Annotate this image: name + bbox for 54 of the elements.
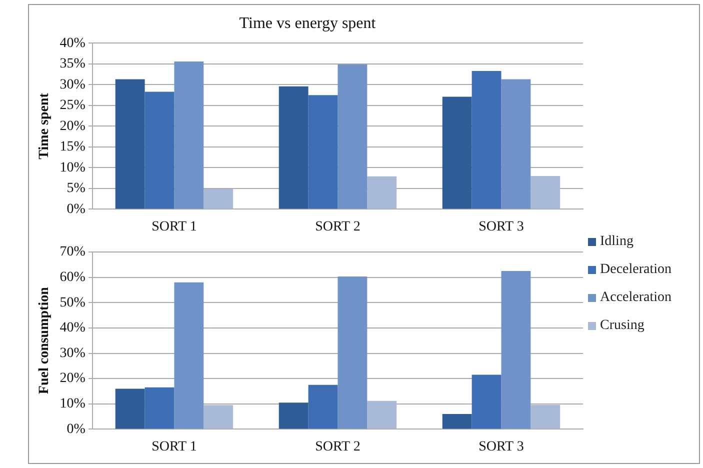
y-tick-label: 70% <box>60 244 86 260</box>
y-tick-label: 20% <box>60 371 86 386</box>
bar <box>204 188 234 209</box>
y-tick-label: 10% <box>60 396 86 412</box>
y-tick-label: 40% <box>60 320 86 336</box>
legend-label: Deceleration <box>600 262 672 278</box>
y-tick-label: 20% <box>60 118 86 134</box>
y-tick-label: 5% <box>66 181 86 196</box>
bar <box>278 402 308 429</box>
bar <box>278 86 308 209</box>
y-tick-label: 15% <box>60 140 86 155</box>
x-tick-label: SORT 2 <box>315 219 360 234</box>
x-tick-label: SORT 3 <box>478 439 524 454</box>
legend-label: Idling <box>600 234 634 250</box>
bar <box>308 95 338 209</box>
y-tick-label: 30% <box>60 77 86 92</box>
bar <box>174 61 204 209</box>
y-tick-label: 35% <box>60 56 86 72</box>
y-tick-label: 0% <box>66 422 86 437</box>
y-tick-label: 25% <box>60 98 86 114</box>
bar <box>144 92 174 209</box>
bar <box>308 384 338 429</box>
y-tick-label: 50% <box>60 295 86 310</box>
bar <box>501 270 531 429</box>
legend-label: Acceleration <box>600 290 672 306</box>
bar <box>338 276 368 429</box>
x-tick-label: SORT 3 <box>478 219 524 234</box>
bar <box>174 282 204 429</box>
y-tick-label: 0% <box>66 202 86 217</box>
y-axis-title: Fuel consumption <box>37 286 52 394</box>
y-axis-title: Time spent <box>37 92 52 160</box>
bar <box>442 414 472 429</box>
x-tick-label: SORT 1 <box>152 219 197 234</box>
y-tick-label: 10% <box>60 160 86 176</box>
bar <box>115 388 145 429</box>
bar <box>530 404 560 429</box>
bar <box>442 96 472 209</box>
chart-title: Time vs energy spent <box>239 14 376 32</box>
y-tick-label: 40% <box>60 36 86 51</box>
bar <box>338 64 368 209</box>
bar <box>204 405 234 429</box>
bar <box>115 79 145 209</box>
bar <box>367 400 397 429</box>
y-tick-label: 30% <box>60 346 86 361</box>
bar <box>367 176 397 209</box>
bar <box>472 71 502 209</box>
bar <box>472 374 502 429</box>
legend-label: Crusing <box>600 318 644 334</box>
bar <box>530 176 560 209</box>
y-tick-label: 60% <box>60 270 86 285</box>
bar <box>501 79 531 209</box>
bar <box>144 387 174 429</box>
x-tick-label: SORT 1 <box>152 439 197 454</box>
x-tick-label: SORT 2 <box>315 439 360 454</box>
